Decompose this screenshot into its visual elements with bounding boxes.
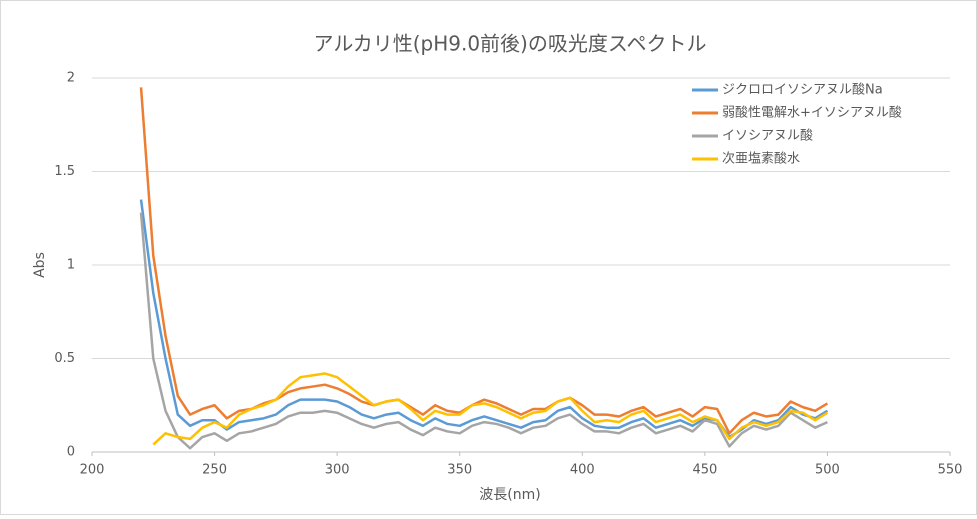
x-tick-label: 250: [202, 463, 227, 478]
x-tick-label: 200: [80, 463, 105, 478]
y-tick-label: 1: [67, 258, 75, 273]
legend-label: 弱酸性電解水+イソシアヌル酸: [722, 106, 902, 121]
series-line: [139, 212, 828, 450]
y-tick-label: 2: [67, 71, 75, 86]
x-tick-label: 500: [815, 463, 840, 478]
y-tick-label: 0: [67, 445, 75, 460]
chart-title: アルカリ性(pH9.0前後)の吸光度スペクトル: [314, 32, 707, 56]
x-tick-label: 400: [570, 463, 595, 478]
legend-label: 次亜塩素酸水: [722, 151, 800, 167]
legend-label: ジクロロイソシアヌル酸Na: [722, 83, 883, 98]
x-tick-label: 450: [692, 463, 717, 478]
legend-label: イソシアヌル酸: [722, 129, 813, 144]
x-axis-label: 波長(nm): [479, 487, 540, 503]
x-tick-label: 300: [325, 463, 350, 478]
x-tick-label: 550: [938, 463, 963, 478]
y-tick-label: 1.5: [54, 164, 75, 179]
series-line: [152, 372, 829, 446]
y-tick-label: 0.5: [54, 351, 75, 366]
y-axis-label: Abs: [32, 252, 48, 278]
x-tick-label: 350: [447, 463, 472, 478]
